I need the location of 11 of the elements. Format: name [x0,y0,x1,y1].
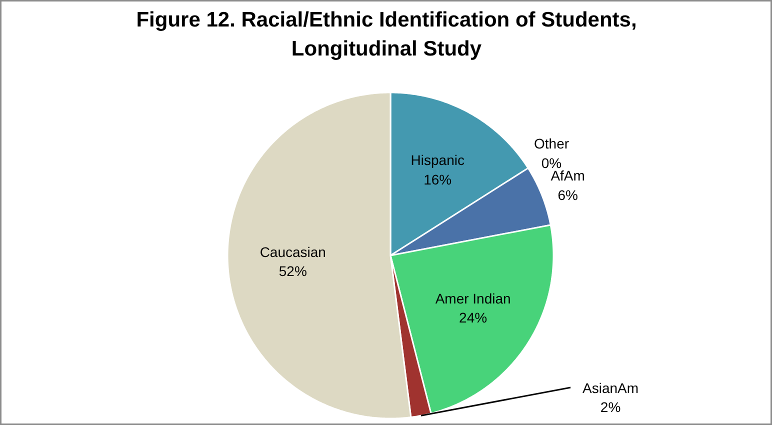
slice-label: AsianAm [582,380,639,396]
slice-label: Caucasian [260,244,326,260]
slice-label: Amer Indian [435,290,511,306]
chart-title: Figure 12. Racial/Ethnic Identification of Students, Longitudinal Study [136,8,637,60]
data-label: 2% [600,399,621,416]
category-label: Other [534,136,570,152]
data-label: 6% [558,186,578,203]
slice-label: Hispanic [410,152,464,168]
data-label: 52% [278,263,307,280]
data-label: 16% [424,171,452,188]
data-label: 24% [459,310,488,326]
